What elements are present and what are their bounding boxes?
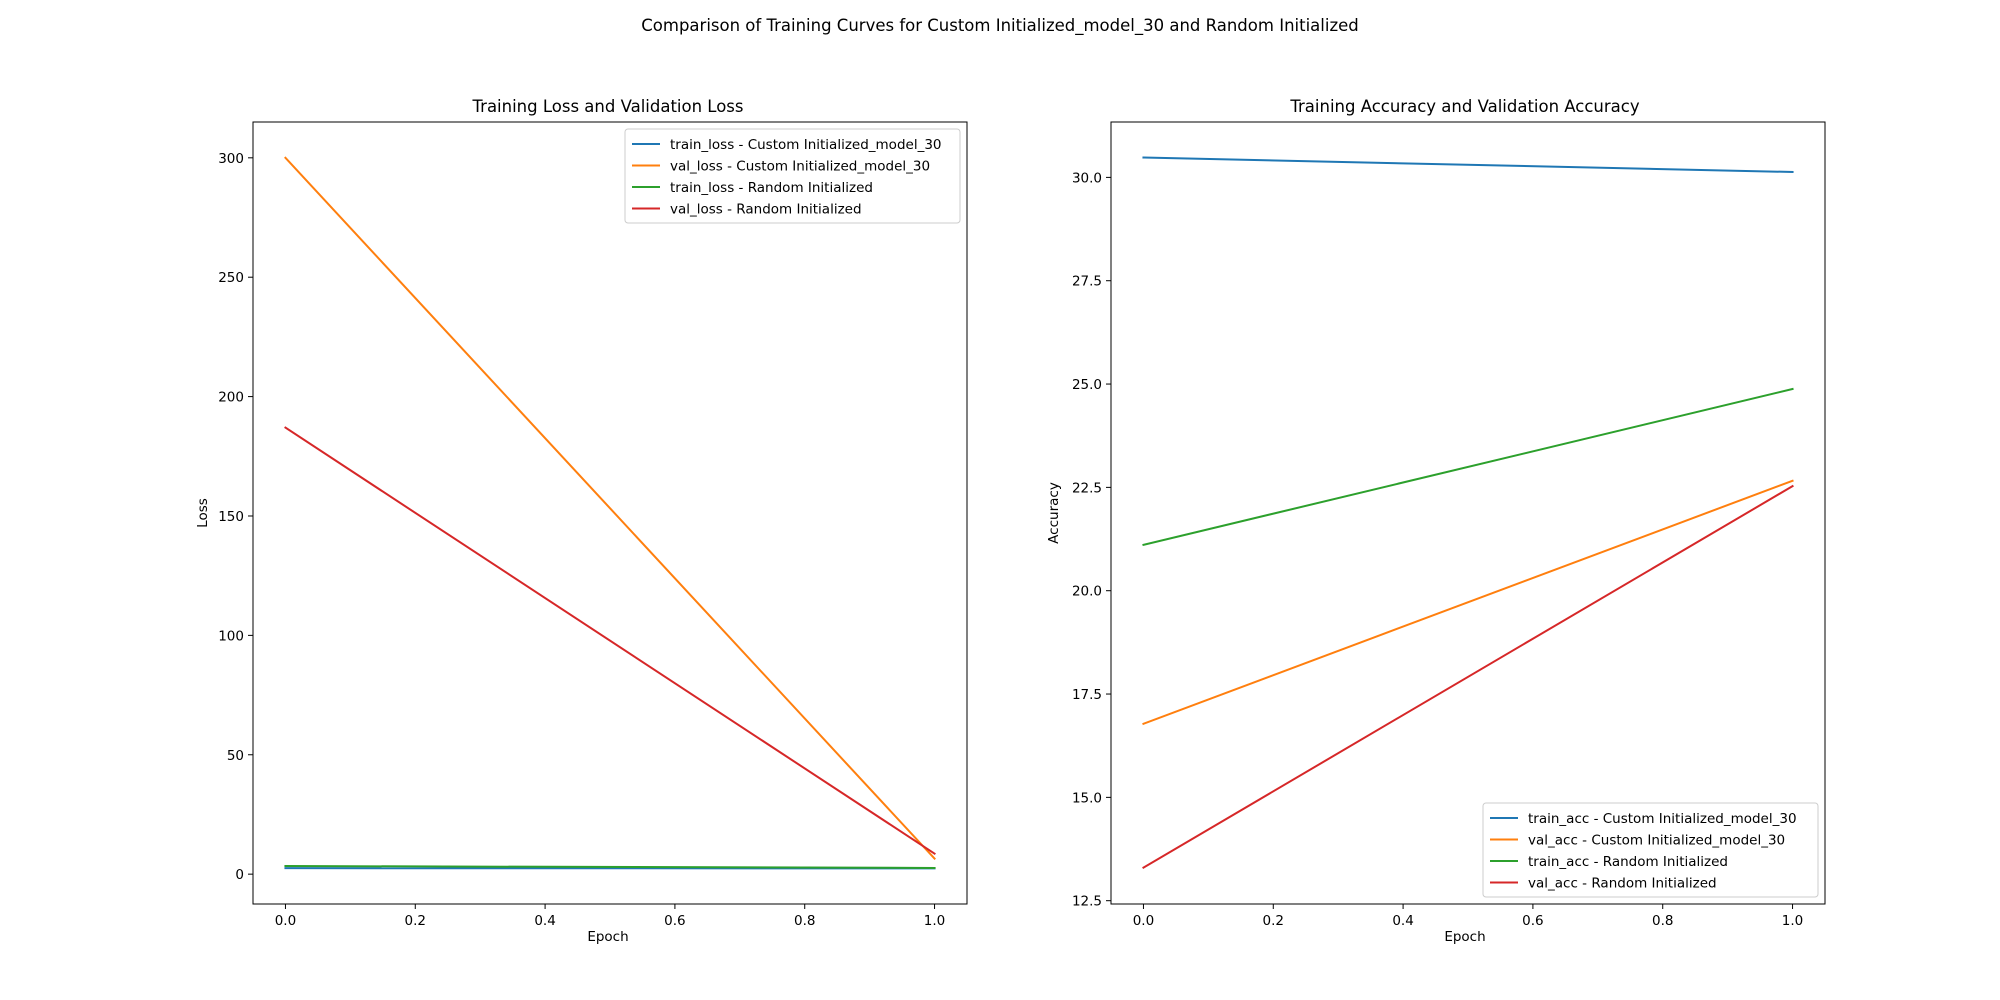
accuracy-x-tick-label: 1.0 [1782,913,1803,929]
accuracy-legend-label-4: val_acc - Random Initialized [1528,876,1717,892]
accuracy-series-line-2 [1142,479,1794,726]
loss-legend-label-1: train_loss - Custom Initialized_model_30 [670,137,942,153]
loss-x-tick-label: 1.0 [924,913,945,929]
accuracy-plot-area: 0.0 0.2 0.4 0.6 0.8 1.0 12.5 15.0 17.5 20.0 22.5 25… [1072,121,1826,929]
accuracy-y-tick-label: 12.5 [1072,894,1102,910]
loss-y-tick-label: 0 [235,867,244,883]
loss-x-tick-label: 0.2 [405,913,426,929]
loss-y-tick-label: 100 [218,628,244,644]
loss-x-tick-label: 0.0 [275,913,296,929]
accuracy-y-tick-label: 17.5 [1072,687,1102,703]
loss-legend-label-2: val_loss - Custom Initialized_model_30 [670,159,930,175]
accuracy-legend: train_acc - Custom Initialized_model_30v… [1482,802,1819,898]
loss-y-axis-label: Loss [195,498,211,528]
accuracy-x-axis-label: Epoch [1444,929,1485,945]
loss-y-tick-label: 50 [227,748,244,764]
loss-series-line-4 [284,426,936,856]
loss-chart-title: Training Loss and Validation Loss [472,97,744,116]
accuracy-y-axis-label: Accuracy [1046,482,1062,544]
loss-series-line-3 [284,865,936,869]
accuracy-legend-label-3: train_acc - Random Initialized [1528,854,1728,870]
loss-x-axis-label: Epoch [587,929,628,945]
accuracy-chart-title: Training Accuracy and Validation Accurac… [1289,97,1639,116]
loss-x-tick-label: 0.8 [794,913,815,929]
accuracy-x-tick-label: 0.2 [1263,913,1284,929]
loss-x-tick-label: 0.4 [534,913,555,929]
loss-plot-area: 0.0 0.2 0.4 0.6 0.8 1.0 0 50 100 150 200 250 300 trai… [218,121,968,929]
figure-title: Comparison of Training Curves for Custom… [641,16,1358,36]
accuracy-y-tick-label: 30.0 [1072,170,1102,186]
accuracy-y-tick-label: 27.5 [1072,274,1102,290]
loss-legend-box [624,128,961,224]
accuracy-x-tick-label: 0.8 [1652,913,1673,929]
accuracy-series-line-4 [1142,484,1794,869]
loss-y-tick-label: 300 [218,151,244,167]
accuracy-legend-label-1: train_acc - Custom Initialized_model_30 [1528,811,1797,827]
accuracy-series-line-3 [1142,387,1794,547]
loss-legend: train_loss - Custom Initialized_model_30… [624,128,961,224]
accuracy-x-tick-label: 0.4 [1392,913,1413,929]
loss-chart: Training Loss and Validation Loss 0.0 0.2… [195,97,968,945]
accuracy-y-tick-label: 22.5 [1072,480,1102,496]
accuracy-axes-frame [1110,121,1826,905]
accuracy-y-tick-label: 15.0 [1072,790,1102,806]
accuracy-x-tick-label: 0.0 [1133,913,1154,929]
loss-series-line-2 [284,156,936,861]
accuracy-chart: Training Accuracy and Validation Accurac… [1046,97,1826,945]
loss-y-tick-label: 200 [218,390,244,406]
accuracy-y-tick-label: 20.0 [1072,584,1102,600]
loss-y-tick-label: 150 [218,509,244,525]
accuracy-legend-box [1482,802,1819,898]
loss-axes-frame [252,121,968,905]
accuracy-legend-label-2: val_acc - Custom Initialized_model_30 [1528,833,1785,849]
loss-x-tick-label: 0.6 [664,913,685,929]
accuracy-y-tick-label: 25.0 [1072,377,1102,393]
accuracy-x-tick-label: 0.6 [1522,913,1543,929]
loss-legend-label-4: val_loss - Random Initialized [670,202,862,218]
loss-y-tick-label: 250 [218,270,244,286]
accuracy-series-line-1 [1142,156,1794,174]
loss-legend-label-3: train_loss - Random Initialized [670,180,873,196]
